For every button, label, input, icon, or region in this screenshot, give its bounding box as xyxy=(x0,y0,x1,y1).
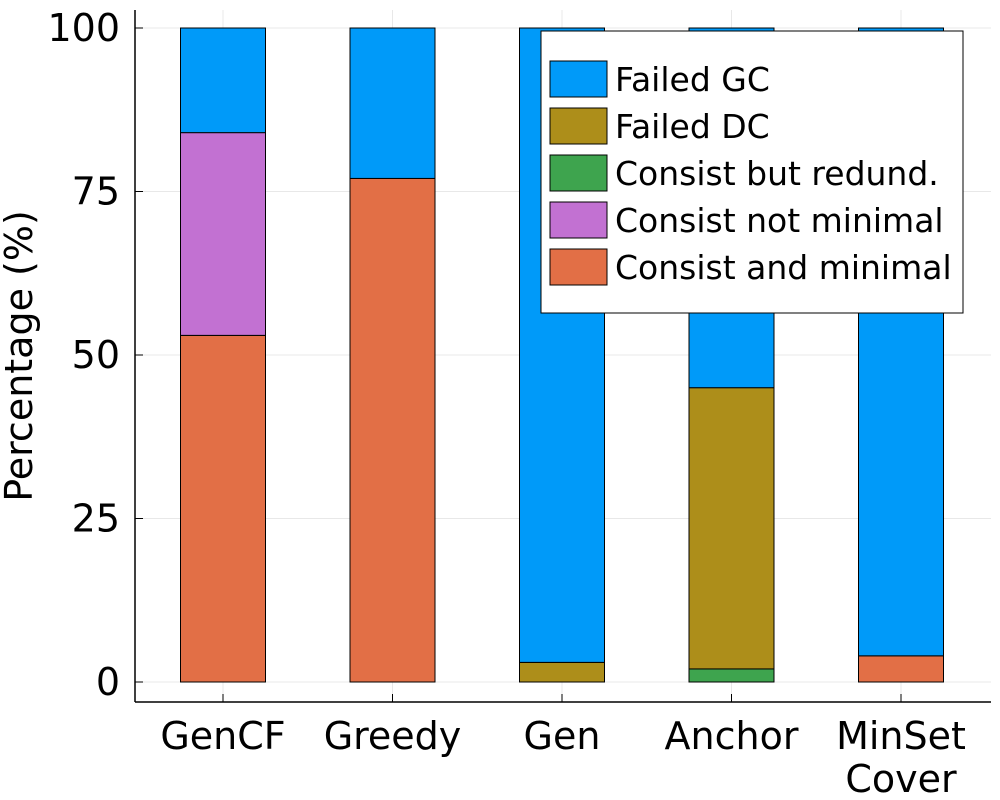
legend-swatch xyxy=(549,60,608,98)
legend-swatch xyxy=(549,107,608,145)
y-tick-label: 25 xyxy=(72,497,120,541)
x-tick-label: GenCF xyxy=(160,714,285,758)
bar-segment xyxy=(858,655,944,683)
legend-box xyxy=(540,30,964,314)
bar-segment xyxy=(688,387,775,670)
y-tick-label: 100 xyxy=(47,6,120,50)
legend-swatch xyxy=(549,154,608,192)
legend-label: Failed GC xyxy=(615,60,770,99)
y-tick-label: 50 xyxy=(72,333,120,377)
legend-label: Consist but redund. xyxy=(615,154,939,193)
axes xyxy=(134,10,991,703)
y-tick-label: 0 xyxy=(96,660,120,704)
bar-segment xyxy=(519,661,605,683)
legend-swatch xyxy=(549,248,608,286)
bar-segment xyxy=(180,132,266,336)
x-tick-label: Gen xyxy=(524,714,601,758)
y-tick-label: 75 xyxy=(72,170,120,214)
legend-label: Consist not minimal xyxy=(615,201,944,240)
x-tick-label: Anchor xyxy=(665,714,799,758)
bar-segment xyxy=(349,177,436,683)
bar-segment xyxy=(180,334,266,683)
tick-labels: 0 25 50 75 100 GenCF Greedy Gen Anchor MinSet Cove… xyxy=(47,6,965,800)
y-axis-title: Percentage (%) xyxy=(0,210,41,502)
legend-label: Failed DC xyxy=(615,107,770,146)
bar-segment xyxy=(349,27,436,179)
legend-swatch xyxy=(549,201,608,239)
legend-label: Consist and minimal xyxy=(615,248,952,287)
legend: Failed GC Failed DC Consist but redund. Con… xyxy=(540,30,964,314)
x-tick-label: Greedy xyxy=(324,714,462,758)
x-tick-label: MinSet Cover xyxy=(836,714,966,800)
bar-segment xyxy=(180,27,266,134)
bar-segment xyxy=(688,668,775,683)
